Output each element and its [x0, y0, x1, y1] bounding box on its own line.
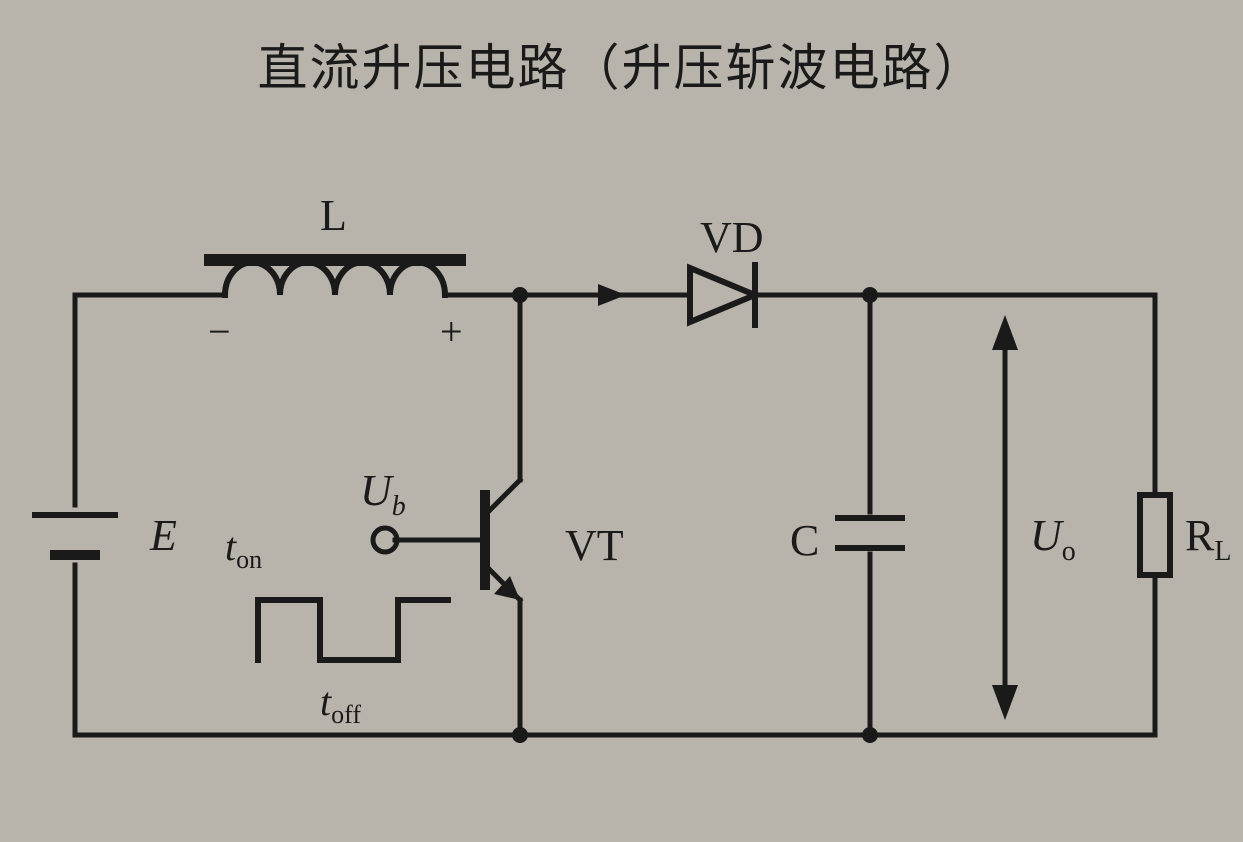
label-inductor: L: [320, 191, 347, 240]
label-inductor-minus: −: [208, 309, 231, 354]
inductor: [210, 260, 460, 295]
circuit-diagram: E L − + VD Ub VT ton toff C Uo RL: [0, 0, 1243, 842]
pulse-waveform: [258, 600, 448, 660]
label-ton: ton: [225, 524, 262, 574]
label-inductor-plus: +: [440, 309, 463, 354]
label-transistor: VT: [565, 521, 624, 570]
page: 直流升压电路（升压斩波电路）: [0, 0, 1243, 842]
label-source: E: [149, 511, 177, 560]
current-arrow: [598, 284, 626, 306]
label-diode: VD: [700, 213, 764, 262]
load-resistor: [1140, 495, 1170, 575]
output-voltage-arrow: [992, 315, 1018, 720]
label-load: RL: [1185, 511, 1231, 567]
label-capacitor: C: [790, 516, 819, 565]
diode: [690, 265, 755, 325]
label-ub: Ub: [360, 466, 406, 522]
capacitor: [838, 295, 902, 735]
label-toff: toff: [320, 679, 361, 729]
label-output: Uo: [1030, 511, 1076, 567]
